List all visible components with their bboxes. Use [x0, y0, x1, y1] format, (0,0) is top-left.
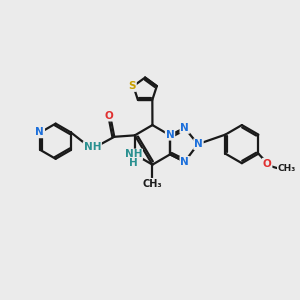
Text: O: O: [105, 111, 114, 121]
Text: N: N: [180, 157, 189, 167]
Text: CH₃: CH₃: [142, 179, 162, 189]
Text: N: N: [166, 130, 174, 140]
Text: H: H: [129, 158, 138, 168]
Text: N: N: [180, 123, 189, 133]
Text: CH₃: CH₃: [278, 164, 296, 173]
Text: NH: NH: [84, 142, 101, 152]
Text: NH: NH: [124, 149, 142, 159]
Text: S: S: [128, 81, 136, 91]
Text: N: N: [35, 128, 44, 137]
Text: O: O: [263, 159, 272, 169]
Text: N: N: [194, 139, 203, 149]
